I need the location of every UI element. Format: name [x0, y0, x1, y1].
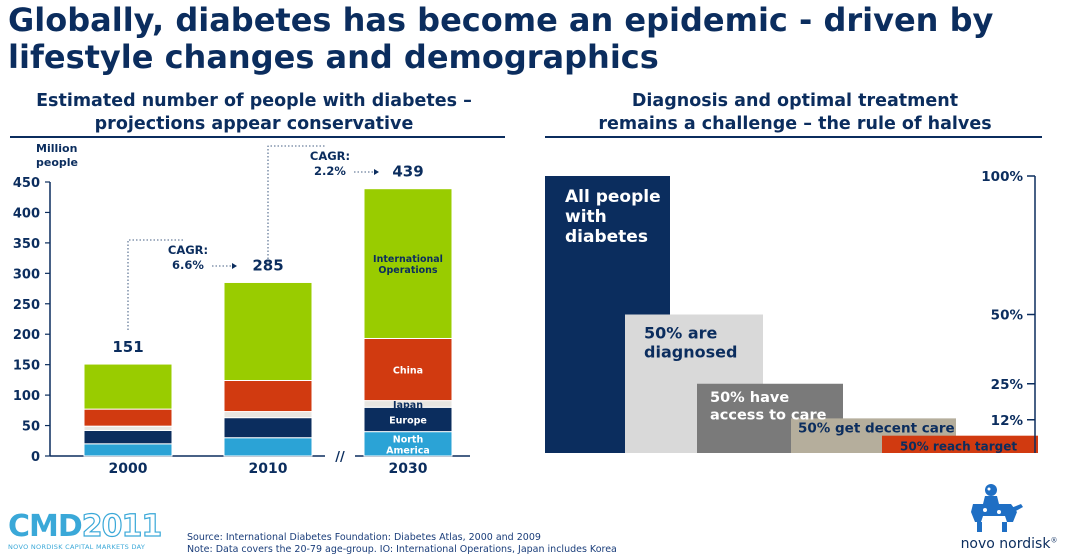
cagr-label: CAGR:	[310, 149, 350, 163]
footer-note: Note: Data covers the 20-79 age-group. I…	[187, 544, 617, 555]
right-heading-line-1: Diagnosis and optimal treatment	[631, 91, 959, 111]
right-heading-rule	[545, 136, 1042, 138]
segment-label: North	[393, 434, 424, 445]
bar-segment	[363, 431, 453, 457]
bar-segment	[223, 437, 313, 457]
y-tick-label: 200	[13, 328, 40, 343]
left-heading-line-2: projections appear conservative	[94, 114, 414, 134]
apis-bull-icon	[971, 484, 1023, 532]
bar-total-label: 151	[112, 338, 143, 356]
halves-step-label: access to care	[710, 407, 827, 423]
y-tick-label: 150	[13, 359, 40, 374]
x-category-label: 2030	[389, 461, 428, 477]
bar-segment	[223, 281, 313, 381]
cagr-arrow-head	[232, 263, 237, 269]
y-tick-label: 50	[22, 420, 40, 435]
footer-notes: Source: International Diabetes Foundatio…	[187, 532, 617, 556]
segment-label: Japan	[392, 400, 423, 411]
halves-step-bar	[882, 435, 1038, 453]
halves-step-label: 50% are	[644, 324, 718, 343]
y-tick-label: 400	[13, 206, 40, 221]
right-heading-line-2: remains a challenge – the rule of halves	[598, 114, 992, 134]
cmd-logo-subtitle: NOVO NORDISK CAPITAL MARKETS DAY	[8, 543, 146, 551]
halves-step-label: 50% have	[710, 390, 789, 406]
axis-break-mark: //	[335, 450, 345, 465]
cmd-2011-logo: CMD2011 NOVO NORDISK CAPITAL MARKETS DAY	[8, 509, 163, 551]
y-tick-label: 300	[13, 267, 40, 282]
y-axis-label-line-2: people	[36, 156, 78, 169]
y-tick-label: 0	[31, 450, 40, 465]
novo-nordisk-logo: novo nordisk®	[955, 482, 1063, 554]
cmd-logo-year: 2011	[81, 509, 163, 544]
y-tick-label: 350	[13, 237, 40, 252]
left-heading-rule	[10, 136, 505, 138]
halves-tick-label: 50%	[991, 308, 1024, 324]
halves-step-label: 50% reach target	[900, 440, 1017, 454]
halves-step-label: diagnosed	[644, 343, 737, 362]
halves-tick-label: 100%	[981, 169, 1023, 185]
registered-mark: ®	[1050, 536, 1058, 545]
y-tick-label: 250	[13, 298, 40, 313]
bar-segment	[83, 429, 173, 445]
bar-segment	[83, 443, 173, 457]
segment-label: Europe	[389, 415, 427, 426]
cagr-value: 6.6%	[172, 258, 204, 272]
bar-total-label: 439	[392, 163, 423, 181]
segment-label: China	[393, 366, 423, 377]
cagr-connector	[267, 145, 325, 266]
segment-label: America	[386, 445, 430, 456]
cagr-label: CAGR:	[168, 243, 208, 257]
bar-segment	[223, 417, 313, 439]
bar-segment	[223, 379, 313, 413]
halves-step-label: All people	[565, 187, 661, 207]
company-name: novo nordisk	[960, 536, 1051, 552]
cmd-logo-main: CMD	[8, 509, 83, 544]
bar-segment	[83, 363, 173, 410]
segment-label: International	[373, 254, 443, 265]
bar-segment	[363, 188, 453, 339]
footer-source: Source: International Diabetes Foundatio…	[187, 532, 541, 543]
right-chart-heading: Diagnosis and optimal treatment remains …	[545, 90, 1045, 136]
halves-step-label: diabetes	[565, 227, 648, 247]
bar-segment	[83, 408, 173, 427]
segment-label: Operations	[378, 265, 438, 276]
halves-tick-label: 25%	[991, 377, 1024, 393]
bar-segment	[83, 425, 173, 431]
halves-tick-label: 12%	[991, 413, 1024, 429]
y-axis-label-line-1: Million	[36, 142, 77, 155]
x-category-label: 2010	[249, 461, 288, 477]
halves-step-label: with	[565, 207, 607, 227]
x-category-label: 2000	[109, 461, 148, 477]
left-heading-line-1: Estimated number of people with diabetes…	[36, 91, 472, 111]
halves-step-label: 50% get decent care	[798, 420, 955, 436]
cagr-arrow-head	[374, 169, 379, 175]
bar-segment	[223, 411, 313, 419]
page-title: Globally, diabetes has become an epidemi…	[8, 1, 994, 76]
left-chart-heading: Estimated number of people with diabetes…	[10, 90, 498, 136]
y-tick-label: 450	[13, 176, 40, 191]
cagr-value: 2.2%	[314, 164, 346, 178]
y-tick-label: 100	[13, 389, 40, 404]
